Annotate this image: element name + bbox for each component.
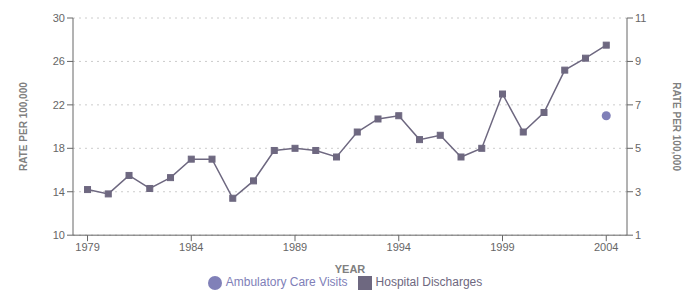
svg-text:18: 18 xyxy=(53,142,65,154)
svg-text:1989: 1989 xyxy=(283,241,307,253)
svg-text:1999: 1999 xyxy=(490,241,514,253)
svg-text:1994: 1994 xyxy=(387,241,411,253)
svg-text:11: 11 xyxy=(635,12,646,24)
svg-text:1979: 1979 xyxy=(75,241,99,253)
svg-text:10: 10 xyxy=(53,229,65,241)
svg-text:26: 26 xyxy=(53,55,65,67)
svg-text:5: 5 xyxy=(635,142,641,154)
svg-text:1: 1 xyxy=(635,229,641,241)
svg-text:7: 7 xyxy=(635,99,641,111)
svg-text:RATE PER 100,000: RATE PER 100,000 xyxy=(671,82,682,171)
svg-text:2004: 2004 xyxy=(594,241,618,253)
svg-text:14: 14 xyxy=(53,186,65,198)
svg-text:YEAR: YEAR xyxy=(335,263,366,275)
html-text:Ambulatory Care Visits: Ambulatory Care Visits xyxy=(225,275,348,290)
svg-text:1984: 1984 xyxy=(179,241,203,253)
svg-text:RATE PER 100,000: RATE PER 100,000 xyxy=(18,82,29,171)
svg-text:9: 9 xyxy=(635,55,641,67)
svg-text:3: 3 xyxy=(635,186,641,198)
svg-text:22: 22 xyxy=(53,99,65,111)
html-text:Hospital Discharges: Hospital Discharges xyxy=(375,275,483,290)
svg-text:30: 30 xyxy=(53,12,65,24)
